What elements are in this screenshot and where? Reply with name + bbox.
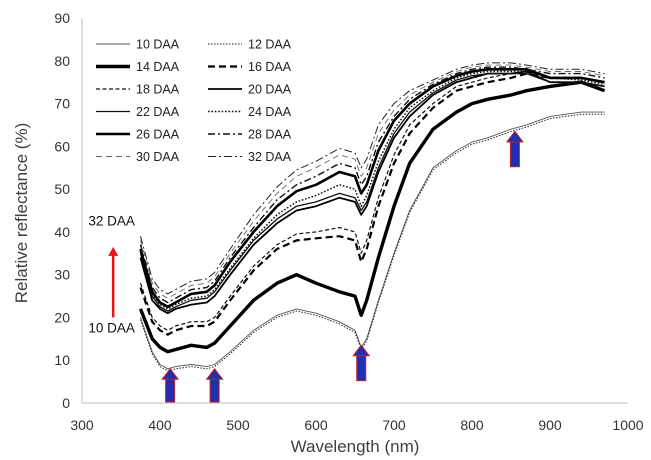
legend-label: 28 DAA: [248, 128, 292, 142]
series-line: [139, 72, 605, 312]
x-tick-label: 900: [538, 417, 562, 433]
legend-label: 14 DAA: [136, 60, 180, 74]
series-line: [140, 113, 605, 372]
legend-label: 12 DAA: [248, 38, 292, 52]
marker-arrow-head: [205, 367, 224, 380]
x-tick-label: 600: [304, 417, 328, 433]
y-tick-label: 80: [54, 53, 70, 69]
legend: 10 DAA 12 DAA 14 DAA 16 DAA 18 DAA 20 DAA 22 D…: [96, 38, 292, 164]
annotations: 32 DAA 10 DAA: [88, 213, 135, 335]
x-axis-title: Wavelength (nm): [291, 437, 420, 456]
tick-labels: 300 400 500 600 700 800 900 1000 0 10 20 30 40 50 60 70…: [54, 10, 643, 433]
axes: [81, 18, 628, 404]
marker-arrow-shaft: [209, 378, 220, 403]
legend-label: 24 DAA: [248, 105, 292, 119]
series-line: [138, 80, 606, 354]
y-tick-label: 50: [54, 181, 70, 197]
marker-arrow-shaft: [509, 140, 520, 168]
marker-arrow-head: [161, 367, 180, 380]
series-line: [140, 64, 605, 299]
series-line: [140, 111, 605, 370]
y-tick-label: 0: [62, 395, 70, 411]
plot-area: [138, 62, 606, 372]
x-tick-label: 1000: [612, 417, 643, 433]
annotation-label: 10 DAA: [88, 320, 135, 335]
series-line: [139, 68, 605, 309]
y-tick-label: 60: [54, 138, 70, 154]
x-tick-label: 400: [148, 417, 172, 433]
x-tick-label: 300: [70, 417, 94, 433]
marker-arrow-shaft: [356, 354, 367, 382]
legend-label: 20 DAA: [248, 83, 292, 97]
legend-label: 16 DAA: [248, 60, 292, 74]
legend-label: 26 DAA: [136, 128, 180, 142]
annotation-label: 32 DAA: [88, 213, 135, 228]
y-tick-label: 70: [54, 96, 70, 112]
marker-arrow-head: [352, 344, 371, 357]
y-tick-label: 20: [54, 309, 70, 325]
y-tick-label: 30: [54, 267, 70, 283]
y-axis-title: Relative reflectance (%): [12, 123, 31, 303]
series-line: [139, 66, 605, 304]
trend-arrow-head: [108, 246, 119, 256]
x-tick-label: 500: [226, 417, 250, 433]
x-tick-label: 800: [460, 417, 484, 433]
y-tick-label: 40: [54, 224, 70, 240]
legend-label: 18 DAA: [136, 83, 180, 97]
series-line: [139, 70, 605, 331]
legend-label: 30 DAA: [136, 150, 180, 164]
legend-label: 10 DAA: [136, 38, 180, 52]
y-tick-label: 10: [54, 352, 70, 368]
marker-arrow-head: [505, 130, 524, 143]
marker-arrow-shaft: [165, 378, 176, 403]
marker-arrows: [161, 130, 524, 403]
legend-label: 32 DAA: [248, 150, 292, 164]
x-tick-label: 700: [382, 417, 406, 433]
series-line: [140, 62, 605, 295]
y-tick-label: 90: [54, 10, 70, 26]
legend-label: 22 DAA: [136, 105, 180, 119]
